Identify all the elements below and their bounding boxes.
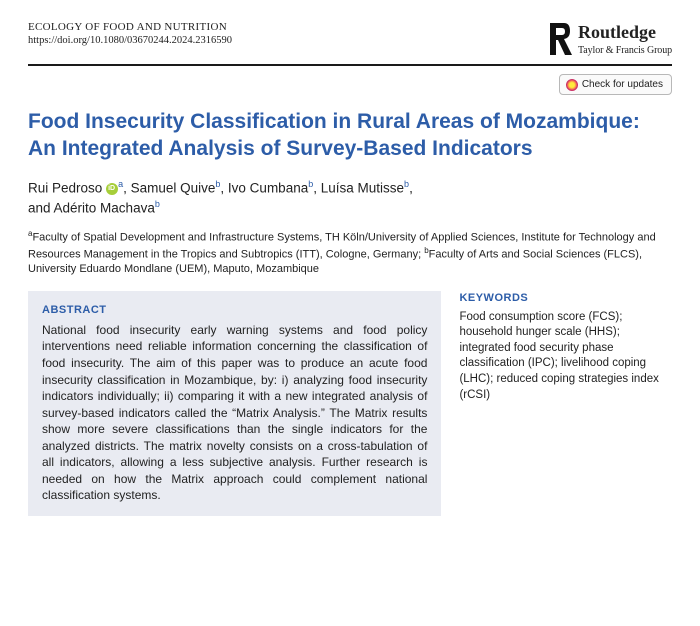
journal-block: ECOLOGY OF FOOD AND NUTRITION https://do… bbox=[28, 20, 232, 48]
crossmark-icon bbox=[566, 79, 578, 91]
affiliations: aFaculty of Spatial Development and Infr… bbox=[28, 229, 672, 277]
author-name[interactable]: Luísa Mutisse bbox=[321, 180, 404, 195]
author-affil-sup: b bbox=[215, 179, 220, 189]
keywords-text: Food consumption score (FCS); household … bbox=[459, 310, 672, 403]
abstract-heading: ABSTRACT bbox=[42, 303, 427, 318]
journal-name: ECOLOGY OF FOOD AND NUTRITION bbox=[28, 20, 232, 34]
publisher-block: Routledge Taylor & Francis Group bbox=[546, 20, 672, 58]
keywords-box: KEYWORDS Food consumption score (FCS); h… bbox=[459, 291, 672, 403]
article-title: Food Insecurity Classification in Rural … bbox=[28, 109, 672, 162]
abstract-keywords-row: ABSTRACT National food insecurity early … bbox=[28, 291, 672, 516]
updates-row: Check for updates bbox=[28, 74, 672, 96]
author-name[interactable]: Rui Pedroso bbox=[28, 180, 102, 195]
author-affil-sup: b bbox=[308, 179, 313, 189]
author-affil-sup: b bbox=[155, 199, 160, 209]
publisher-name: Routledge bbox=[578, 20, 672, 44]
orcid-icon[interactable] bbox=[106, 183, 118, 195]
routledge-logo-icon bbox=[546, 21, 572, 57]
check-for-updates-button[interactable]: Check for updates bbox=[559, 74, 672, 96]
author-name[interactable]: Adérito Machava bbox=[54, 200, 155, 215]
keywords-heading: KEYWORDS bbox=[459, 291, 672, 306]
doi-link[interactable]: https://doi.org/10.1080/03670244.2024.23… bbox=[28, 34, 232, 48]
abstract-box: ABSTRACT National food insecurity early … bbox=[28, 291, 441, 516]
author-affil-sup: b bbox=[404, 179, 409, 189]
header-rule bbox=[28, 64, 672, 66]
author-affil-sup: a bbox=[118, 179, 123, 189]
author-prefix: and bbox=[28, 200, 54, 215]
authors-line: Rui Pedroso a, Samuel Quiveb, Ivo Cumban… bbox=[28, 178, 672, 217]
publisher-tagline: Taylor & Francis Group bbox=[578, 44, 672, 58]
abstract-text: National food insecurity early warning s… bbox=[42, 322, 427, 504]
check-updates-label: Check for updates bbox=[582, 78, 663, 92]
author-name[interactable]: Samuel Quive bbox=[131, 180, 216, 195]
author-name[interactable]: Ivo Cumbana bbox=[228, 180, 308, 195]
publisher-text: Routledge Taylor & Francis Group bbox=[578, 20, 672, 58]
header-row: ECOLOGY OF FOOD AND NUTRITION https://do… bbox=[28, 20, 672, 58]
